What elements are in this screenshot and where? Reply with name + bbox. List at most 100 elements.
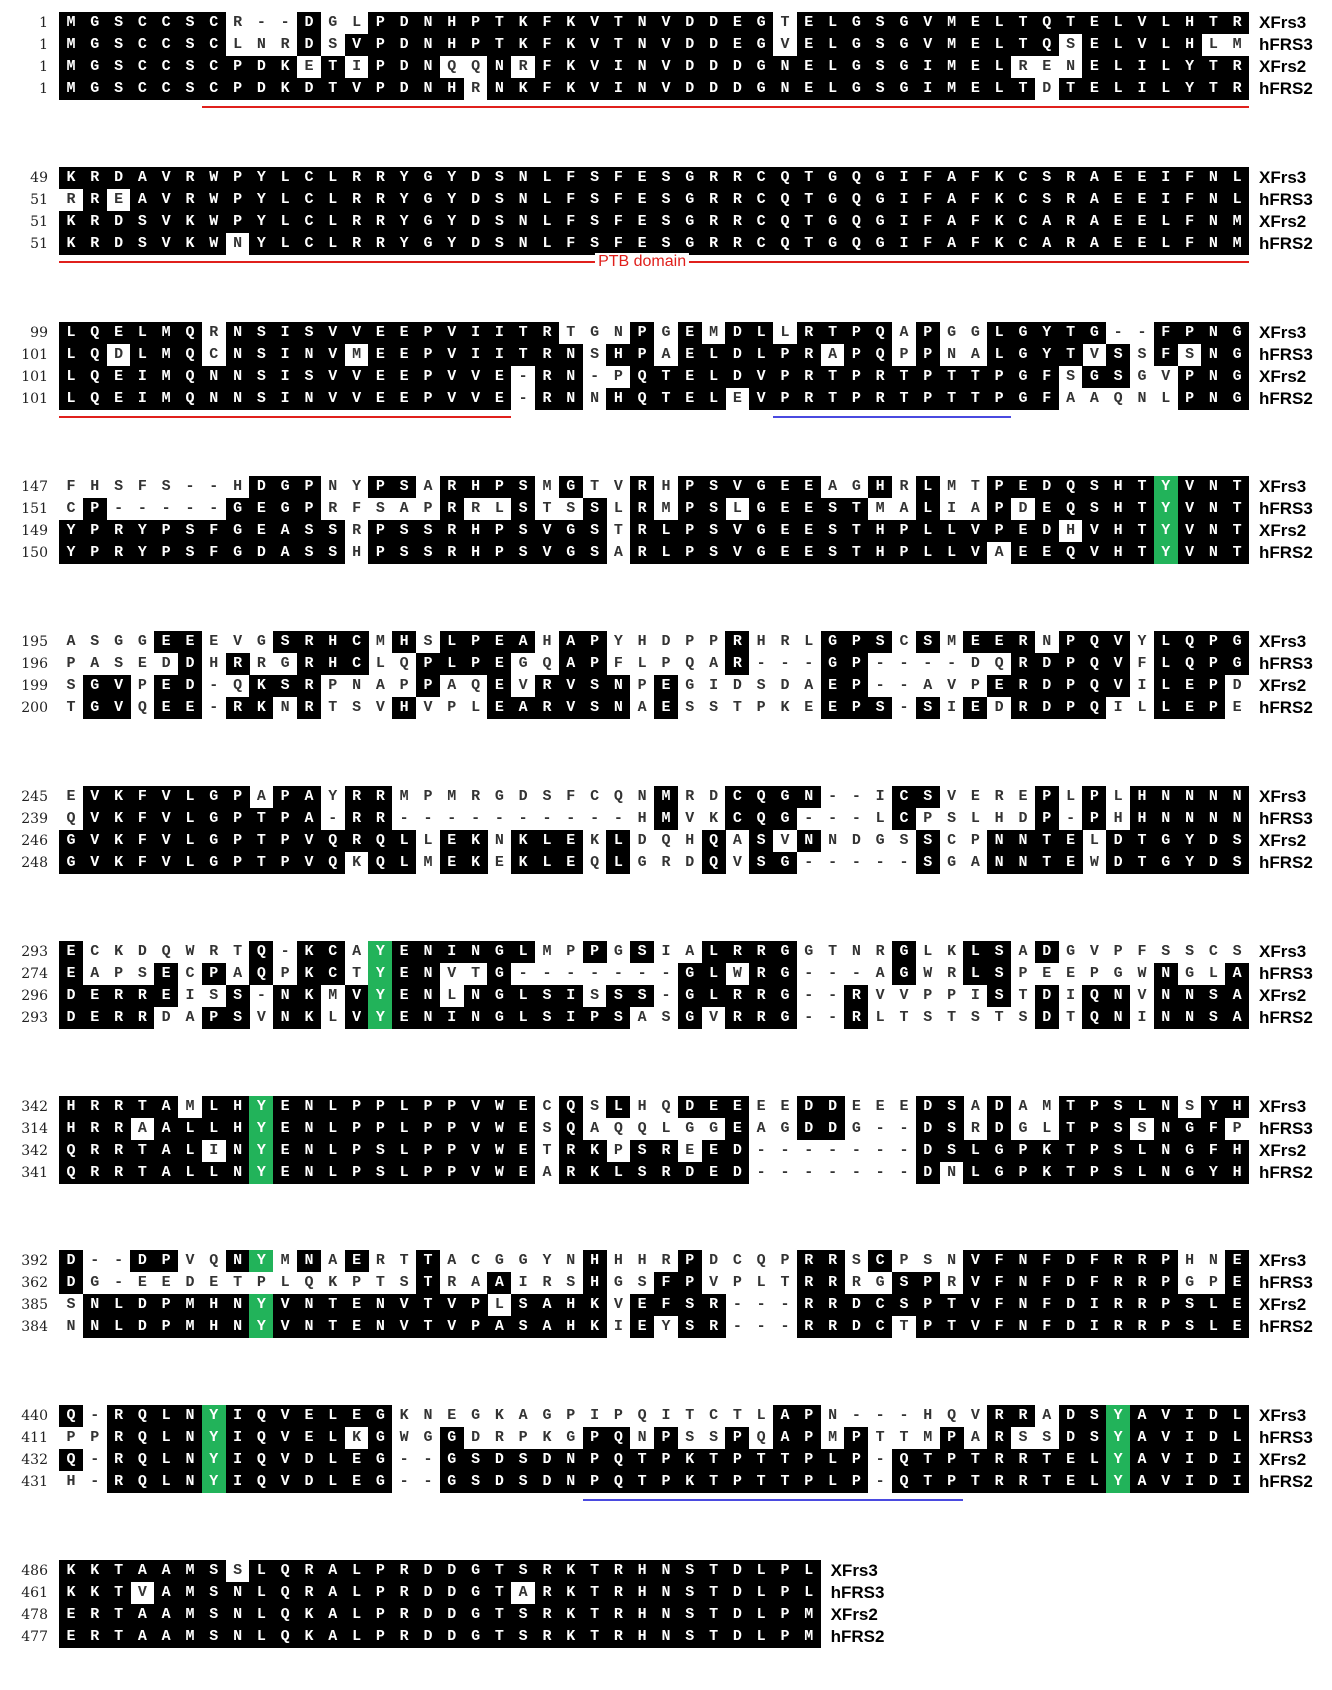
residue: F xyxy=(1034,1316,1059,1339)
residue: S xyxy=(1042,1429,1052,1447)
residue: L xyxy=(1208,36,1218,53)
residue: D xyxy=(725,1161,750,1184)
residue: L xyxy=(756,1407,766,1425)
residue: R xyxy=(749,962,774,985)
residue: R xyxy=(1011,1471,1035,1494)
residue: G xyxy=(82,34,107,56)
residue: P xyxy=(154,520,179,543)
residue: S xyxy=(511,498,536,521)
sequence-name: XFrs3 xyxy=(1259,941,1307,961)
residue: G xyxy=(82,697,107,720)
residue: S xyxy=(987,940,1012,963)
residue: R xyxy=(749,1006,774,1029)
residue: T xyxy=(106,1604,131,1626)
residue: L xyxy=(987,78,1012,100)
residue: P xyxy=(613,1407,623,1425)
residue: P xyxy=(297,498,321,521)
residue: C xyxy=(201,56,226,78)
gap: - xyxy=(1113,323,1123,341)
residue: L xyxy=(606,1161,631,1184)
residue: P xyxy=(225,830,250,852)
residue: M xyxy=(59,34,83,56)
residue: T xyxy=(780,14,790,31)
residue: H xyxy=(233,478,243,496)
residue: R xyxy=(630,498,655,521)
residue: V xyxy=(392,1294,417,1317)
residue: S xyxy=(542,1119,552,1137)
residue: S xyxy=(352,699,362,717)
residue: P xyxy=(1177,321,1202,344)
alignment-row: 150 Y P R Y P S F G D A S S H P S S R H P S V G S A R L P S V G E E S T H P L… xyxy=(0,542,1332,565)
residue: N xyxy=(178,1449,202,1472)
residue: R xyxy=(447,1274,457,1292)
residue: Y xyxy=(1177,56,1202,78)
residue: R xyxy=(725,984,750,1007)
residue: T xyxy=(320,1316,345,1339)
residue: V xyxy=(1177,542,1202,565)
residue: M xyxy=(1225,210,1250,233)
residue: M xyxy=(352,345,362,363)
residue: H xyxy=(90,478,100,496)
residue: V xyxy=(154,166,179,189)
residue: S xyxy=(1082,1427,1107,1450)
residue-start-number: 384 xyxy=(21,1319,48,1336)
residue: G xyxy=(677,188,702,211)
residue: A xyxy=(137,1119,147,1137)
residue: S xyxy=(915,697,940,720)
residue: M xyxy=(178,1626,202,1648)
residue: T xyxy=(701,1582,726,1604)
residue: G xyxy=(851,1119,861,1137)
gap: - xyxy=(661,986,671,1004)
residue: H xyxy=(1225,1161,1250,1184)
residue: L xyxy=(280,1274,290,1292)
residue: P xyxy=(154,1316,179,1339)
residue: P xyxy=(1018,964,1028,982)
residue: E xyxy=(796,498,821,521)
gap: - xyxy=(851,1407,861,1425)
residue: E xyxy=(392,984,417,1007)
residue: H xyxy=(320,631,345,654)
gap: - xyxy=(566,964,576,982)
residue: P xyxy=(225,210,250,233)
residue: V xyxy=(344,1006,369,1029)
ptb-domain-label: PTB domain xyxy=(595,252,690,271)
residue: E xyxy=(487,675,512,698)
residue: Y xyxy=(130,520,155,543)
residue: S xyxy=(915,852,940,874)
residue: P xyxy=(344,1095,369,1118)
residue: F xyxy=(654,1272,678,1295)
residue: N xyxy=(233,234,243,252)
residue: D xyxy=(297,12,321,34)
residue: S xyxy=(297,365,321,388)
residue: F xyxy=(130,852,155,874)
residue: L xyxy=(820,1471,845,1494)
residue: D xyxy=(137,942,147,960)
residue: T xyxy=(606,12,631,34)
residue: M xyxy=(654,808,678,830)
residue: H xyxy=(1177,12,1202,34)
residue: N xyxy=(416,34,440,56)
residue: L xyxy=(1130,1161,1154,1184)
residue: G xyxy=(542,1407,552,1425)
gap: - xyxy=(875,854,885,871)
residue: L xyxy=(1089,832,1099,849)
gap: - xyxy=(875,1407,885,1425)
residue: P xyxy=(1208,1274,1218,1292)
gap: - xyxy=(542,964,552,982)
residue: D xyxy=(535,1471,559,1494)
residue-start-number: 151 xyxy=(21,501,48,518)
residue: R xyxy=(178,188,202,211)
residue: T xyxy=(1058,1139,1083,1162)
residue: L xyxy=(344,1626,369,1648)
residue: R xyxy=(106,1095,131,1118)
residue: H xyxy=(463,476,488,499)
residue: S xyxy=(106,34,131,56)
residue: M xyxy=(939,12,964,34)
residue: W xyxy=(487,1161,512,1184)
residue: S xyxy=(677,1294,702,1317)
residue: N xyxy=(1153,1095,1178,1118)
residue: R xyxy=(297,675,321,698)
residue: G xyxy=(677,232,702,255)
gap: - xyxy=(923,655,933,673)
residue: D xyxy=(161,655,171,673)
